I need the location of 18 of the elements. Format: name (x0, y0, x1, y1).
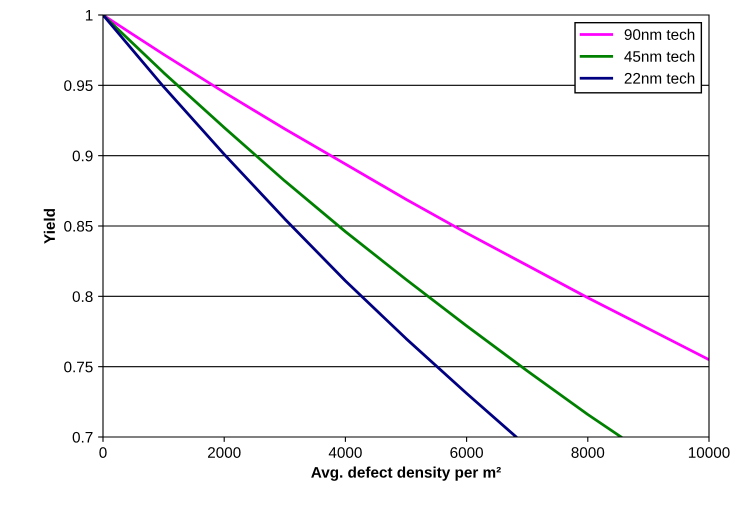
y-tick-label: 0.75 (64, 362, 93, 372)
y-tick-label: 0.9 (72, 150, 93, 162)
x-tick-label: 2000 (208, 447, 241, 458)
y-tick-label: 0.95 (64, 80, 93, 92)
x-tick-label: 0 (99, 447, 107, 458)
y-tick-label: 0.8 (72, 291, 93, 302)
y-tick-label: 1 (86, 10, 93, 21)
x-axis-title: Avg. defect density per m² (311, 466, 501, 481)
x-tick-label: 4000 (328, 447, 362, 458)
y-tick-label: 0.7 (72, 432, 93, 443)
x-tick-label: 10000 (688, 447, 730, 458)
legend-label: 45nm tech (624, 50, 694, 62)
y-tick-label: 0.85 (64, 220, 93, 232)
x-tick-label: 6000 (450, 447, 483, 458)
legend-label: 22nm tech (624, 72, 694, 84)
x-tick-label: 8000 (571, 447, 604, 458)
y-axis-title: Yield (44, 209, 55, 244)
legend-label: 90nm tech (624, 28, 694, 40)
